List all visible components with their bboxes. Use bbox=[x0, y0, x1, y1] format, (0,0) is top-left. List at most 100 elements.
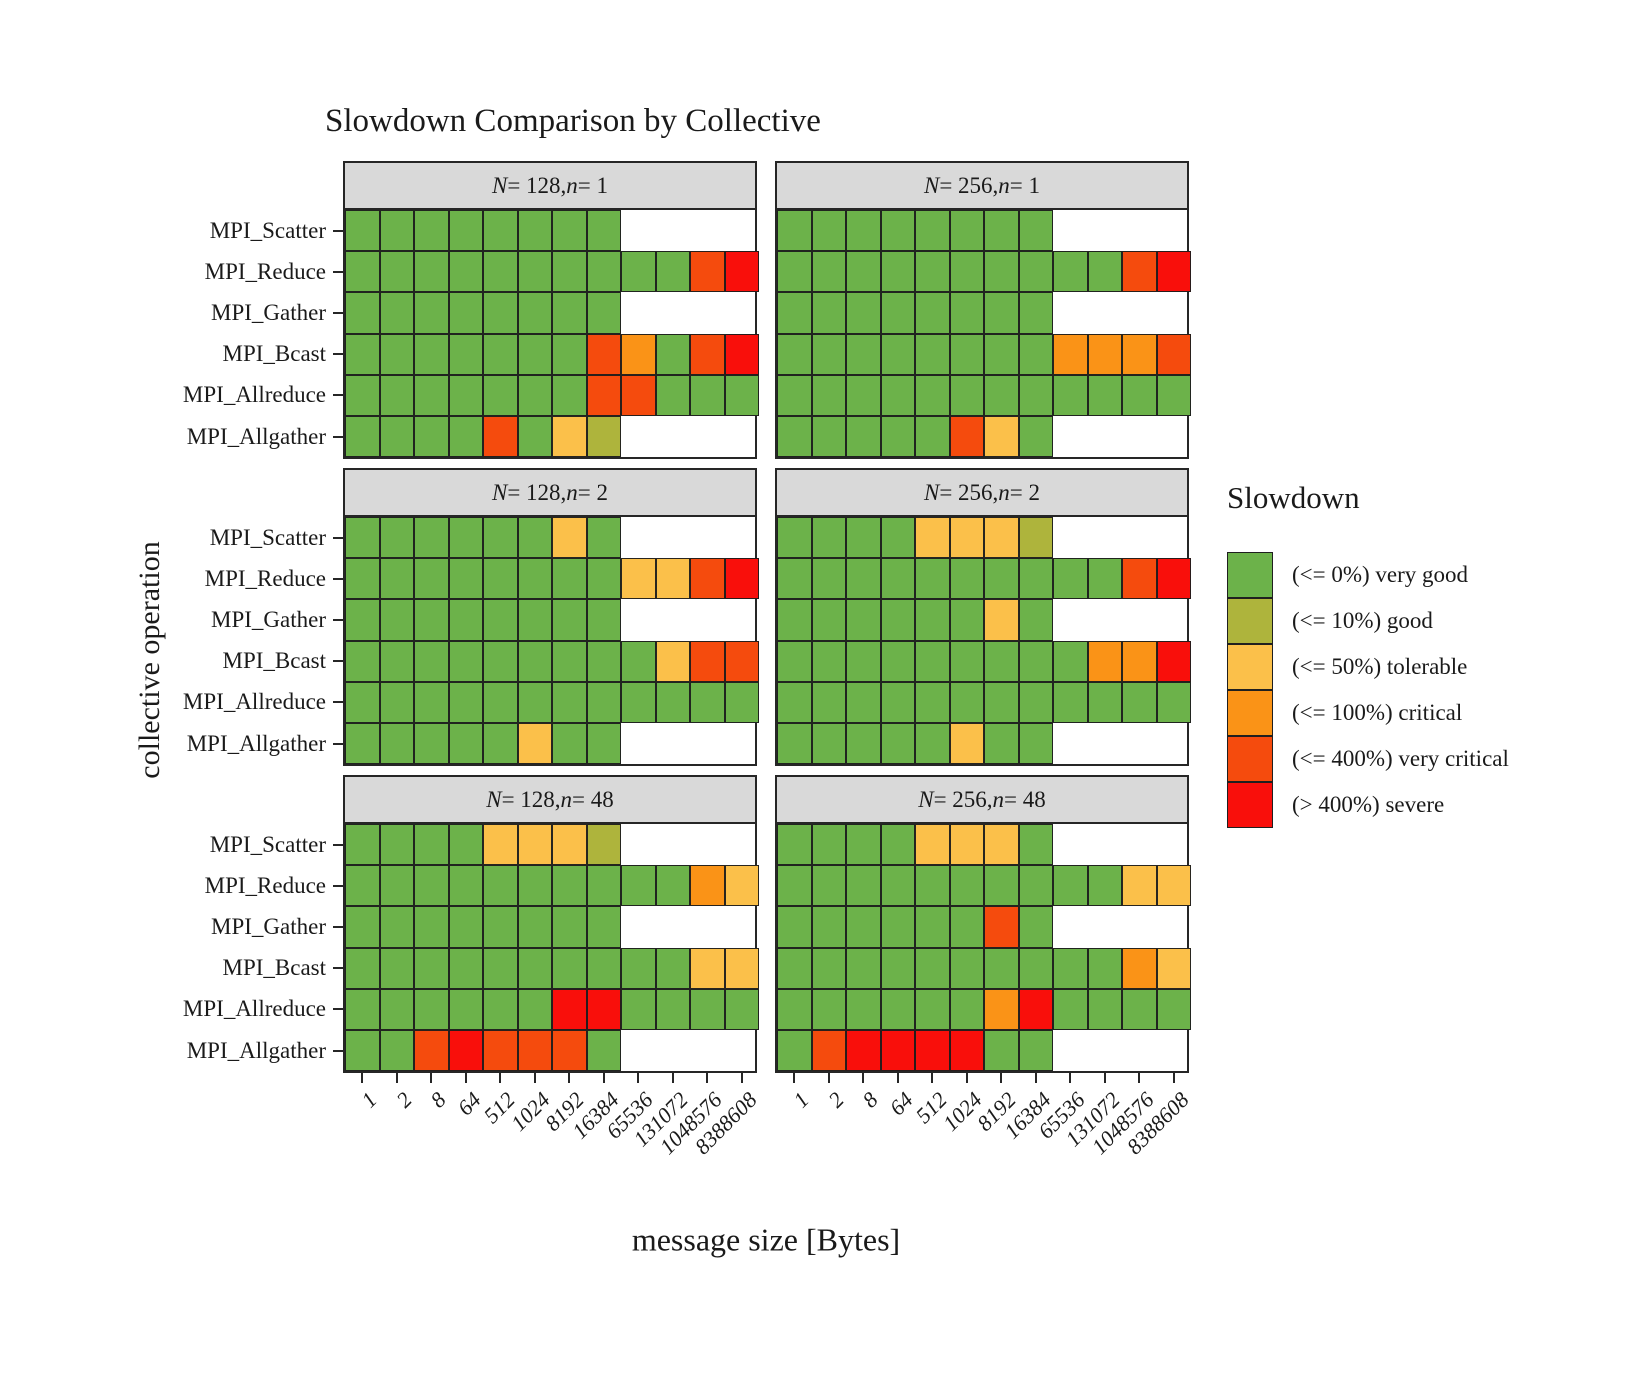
y-axis-tick bbox=[333, 435, 343, 438]
heatmap-cell bbox=[811, 558, 846, 600]
heatmap-cell bbox=[483, 1030, 518, 1072]
row-label: MPI_Gather bbox=[211, 300, 326, 325]
heatmap-cell bbox=[915, 1030, 950, 1072]
heatmap-cell bbox=[448, 906, 483, 948]
heatmap-cell bbox=[915, 210, 950, 252]
heatmap-cell bbox=[915, 251, 950, 293]
y-axis-tick bbox=[333, 1008, 343, 1011]
row-label: MPI_Bcast bbox=[222, 648, 327, 674]
heatmap-cell bbox=[379, 292, 414, 334]
x-axis-tick bbox=[1138, 1073, 1141, 1083]
heatmap-cell bbox=[345, 1030, 380, 1072]
heatmap-cell bbox=[880, 517, 915, 559]
facet-header-label: N = 128, n = 2 bbox=[345, 470, 755, 517]
heatmap-cell bbox=[777, 681, 812, 723]
heatmap-cell bbox=[1018, 517, 1053, 559]
heatmap-cell bbox=[1156, 947, 1191, 989]
heatmap-cell bbox=[552, 1030, 587, 1072]
heatmap-cell bbox=[483, 374, 518, 416]
facet-header-label: N = 256, n = 48 bbox=[777, 777, 1187, 824]
x-axis-tick bbox=[1069, 1073, 1072, 1083]
heatmap-cell bbox=[552, 251, 587, 293]
facet-panel: N = 128, n = 48 bbox=[343, 775, 759, 1073]
heatmap-cell bbox=[1018, 906, 1053, 948]
heatmap-cell bbox=[345, 723, 380, 765]
heatmap-cell bbox=[777, 947, 812, 989]
heatmap-grid bbox=[345, 210, 759, 458]
heatmap-cell bbox=[621, 374, 656, 416]
heatmap-cell bbox=[621, 988, 656, 1030]
heatmap-cell bbox=[552, 824, 587, 866]
x-axis-tick bbox=[637, 1073, 640, 1083]
heatmap-cell bbox=[984, 681, 1019, 723]
heatmap-cell bbox=[483, 599, 518, 641]
heatmap-cell bbox=[915, 947, 950, 989]
heatmap-cell bbox=[586, 599, 621, 641]
y-axis-tick bbox=[333, 619, 343, 621]
heatmap-cell bbox=[448, 1030, 483, 1072]
y-axis-tick bbox=[333, 660, 343, 663]
y-axis-tick bbox=[333, 229, 343, 232]
heatmap-cell bbox=[552, 681, 587, 723]
heatmap-cell bbox=[345, 517, 380, 559]
heatmap-cell bbox=[880, 558, 915, 600]
heatmap-cell bbox=[915, 865, 950, 907]
heatmap-cell bbox=[552, 374, 587, 416]
heatmap-cell bbox=[345, 988, 380, 1030]
x-axis-tick bbox=[706, 1073, 709, 1083]
heatmap-cell bbox=[1122, 681, 1157, 723]
heatmap-cell bbox=[1122, 558, 1157, 600]
heatmap-cell bbox=[586, 517, 621, 559]
heatmap-cell bbox=[880, 865, 915, 907]
heatmap-cell bbox=[483, 251, 518, 293]
heatmap-cell bbox=[811, 681, 846, 723]
heatmap-cell bbox=[414, 681, 449, 723]
heatmap-cell bbox=[586, 824, 621, 866]
heatmap-cell bbox=[777, 517, 812, 559]
heatmap-cell bbox=[1122, 333, 1157, 375]
heatmap-cell bbox=[949, 333, 984, 375]
heatmap-cell bbox=[655, 640, 690, 682]
heatmap-cell bbox=[586, 333, 621, 375]
heatmap-cell bbox=[586, 251, 621, 293]
heatmap-cell bbox=[880, 251, 915, 293]
heatmap-cell bbox=[345, 681, 380, 723]
heatmap-cell bbox=[846, 292, 881, 334]
heatmap-cell bbox=[345, 640, 380, 682]
heatmap-cell bbox=[345, 251, 380, 293]
heatmap-cell bbox=[379, 374, 414, 416]
heatmap-cell bbox=[984, 333, 1019, 375]
row-label: MPI_Allgather bbox=[186, 423, 326, 449]
y-axis-tick bbox=[333, 312, 343, 314]
heatmap-cell bbox=[724, 988, 759, 1030]
heatmap-cell bbox=[1122, 374, 1157, 416]
heatmap-cell bbox=[483, 558, 518, 600]
heatmap-cell bbox=[915, 517, 950, 559]
heatmap-cell bbox=[880, 599, 915, 641]
heatmap-cell bbox=[586, 988, 621, 1030]
row-label: MPI_Gather bbox=[211, 607, 326, 632]
heatmap-cell bbox=[1156, 558, 1191, 600]
heatmap-cell bbox=[345, 292, 380, 334]
heatmap-cell bbox=[1087, 640, 1122, 682]
heatmap-cell bbox=[811, 723, 846, 765]
heatmap-cell bbox=[880, 681, 915, 723]
heatmap-cell bbox=[1018, 988, 1053, 1030]
heatmap-cell bbox=[621, 865, 656, 907]
heatmap-cell bbox=[880, 292, 915, 334]
row-label: MPI_Scatter bbox=[209, 524, 326, 550]
heatmap-cell bbox=[517, 558, 552, 600]
heatmap-cell bbox=[655, 947, 690, 989]
heatmap-cell bbox=[552, 988, 587, 1030]
heatmap-cell bbox=[777, 824, 812, 866]
heatmap-cell bbox=[880, 824, 915, 866]
heatmap-cell bbox=[1156, 988, 1191, 1030]
heatmap-cell bbox=[1018, 251, 1053, 293]
heatmap-cell bbox=[448, 251, 483, 293]
heatmap-cell bbox=[811, 292, 846, 334]
heatmap-cell bbox=[414, 333, 449, 375]
y-axis-tick bbox=[333, 967, 343, 970]
heatmap-cell bbox=[846, 723, 881, 765]
heatmap-cell bbox=[777, 416, 812, 458]
heatmap-cell bbox=[984, 988, 1019, 1030]
